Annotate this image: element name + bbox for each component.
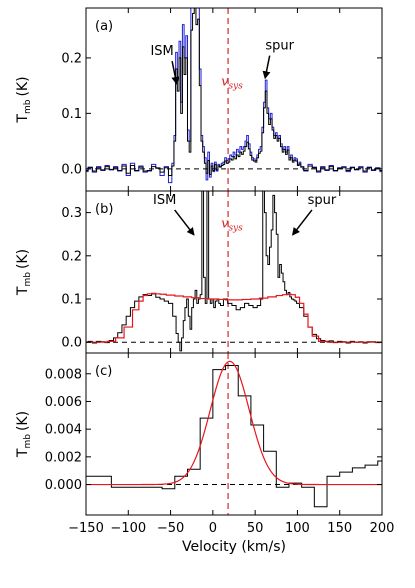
y-axis-label: Tmb (K) bbox=[15, 249, 33, 296]
x-tick-label: −100 bbox=[110, 521, 146, 536]
x-tick-label: −50 bbox=[157, 521, 184, 536]
y-tick-label: 0.1 bbox=[61, 107, 82, 122]
plot-area-c bbox=[86, 353, 382, 515]
x-tick-label: 150 bbox=[327, 521, 352, 536]
y-axis-label-unit: (K) bbox=[15, 411, 31, 431]
x-tick-label: 200 bbox=[370, 521, 395, 536]
annotation-spur-arrow bbox=[291, 209, 313, 236]
vsys-label-sub: sys bbox=[228, 82, 243, 92]
y-axis-label-sub: mb bbox=[23, 99, 33, 114]
x-tick-label: −150 bbox=[68, 521, 104, 536]
x-axis-label: Velocity (km/s) bbox=[182, 539, 286, 555]
panel-label: (a) bbox=[95, 19, 113, 34]
y-axis-label-main: T bbox=[15, 448, 31, 458]
panel-c: 0.000 0.002 0.004 0.006 0.008 −150 −100 −50 0 50 1… bbox=[15, 352, 395, 555]
series-line-c-1 bbox=[86, 360, 382, 486]
annotation-ism-arrow bbox=[174, 209, 195, 236]
y-axis-label-main: T bbox=[15, 286, 31, 296]
y-tick-label: 0.002 bbox=[45, 450, 82, 465]
y-tick-label: 0.2 bbox=[61, 51, 82, 66]
vsys-label-main: v bbox=[221, 217, 229, 232]
x-tick-label: 100 bbox=[285, 521, 310, 536]
y-axis-label-sub: mb bbox=[23, 434, 33, 449]
plot-area-a bbox=[86, 8, 382, 191]
y-tick-label: 0.004 bbox=[45, 423, 82, 438]
annotation-ism-arrow bbox=[171, 60, 180, 85]
series-line-c-0 bbox=[86, 364, 382, 508]
y-tick-label: 0.2 bbox=[61, 249, 82, 264]
panel-b: 0.0 0.1 0.2 0.3 (b) Tmb (K) vsys ISM spur bbox=[15, 190, 383, 354]
annotation-ism-label: ISM bbox=[153, 193, 176, 208]
y-axis-label-sub: mb bbox=[23, 272, 33, 287]
y-tick-label: 0.006 bbox=[45, 395, 82, 410]
y-tick-label: 0.008 bbox=[45, 367, 82, 382]
y-axis-label-unit: (K) bbox=[15, 249, 31, 269]
axes-frame bbox=[85, 190, 383, 354]
y-axis-label-main: T bbox=[15, 114, 31, 124]
annotation-ism-label: ISM bbox=[150, 44, 173, 59]
vsys-label-main: v bbox=[221, 75, 229, 90]
y-tick-label: 0.000 bbox=[45, 478, 82, 493]
series-line-a-0 bbox=[86, 8, 382, 184]
x-tick-label: 0 bbox=[209, 521, 217, 536]
annotation-spur-label: spur bbox=[265, 39, 294, 54]
vsys-label-sub: sys bbox=[228, 224, 243, 234]
vsys-label: vsys bbox=[221, 75, 243, 92]
series-line-a-1 bbox=[86, 8, 382, 176]
annotation-spur-arrow bbox=[262, 55, 271, 80]
series-line-b-1 bbox=[86, 292, 382, 343]
panel-label: (b) bbox=[95, 202, 113, 217]
y-axis-label-unit: (K) bbox=[15, 76, 31, 96]
plot-area-b bbox=[86, 191, 382, 353]
y-tick-label: 0.1 bbox=[61, 293, 82, 308]
axes-frame bbox=[85, 352, 383, 516]
y-tick-label: 0.3 bbox=[61, 206, 82, 221]
x-tick-label: 50 bbox=[247, 521, 264, 536]
y-axis-label: Tmb (K) bbox=[15, 411, 33, 458]
y-axis-label: Tmb (K) bbox=[15, 76, 33, 123]
panel-a: 0.0 0.1 0.2 (a) Tmb (K) vsys ISM spur bbox=[15, 7, 383, 192]
y-tick-label: 0.0 bbox=[61, 336, 82, 351]
panel-label: (c) bbox=[95, 364, 112, 379]
vsys-label: vsys bbox=[221, 217, 243, 234]
annotation-spur-label: spur bbox=[308, 193, 337, 208]
y-tick-label: 0.0 bbox=[61, 162, 82, 177]
